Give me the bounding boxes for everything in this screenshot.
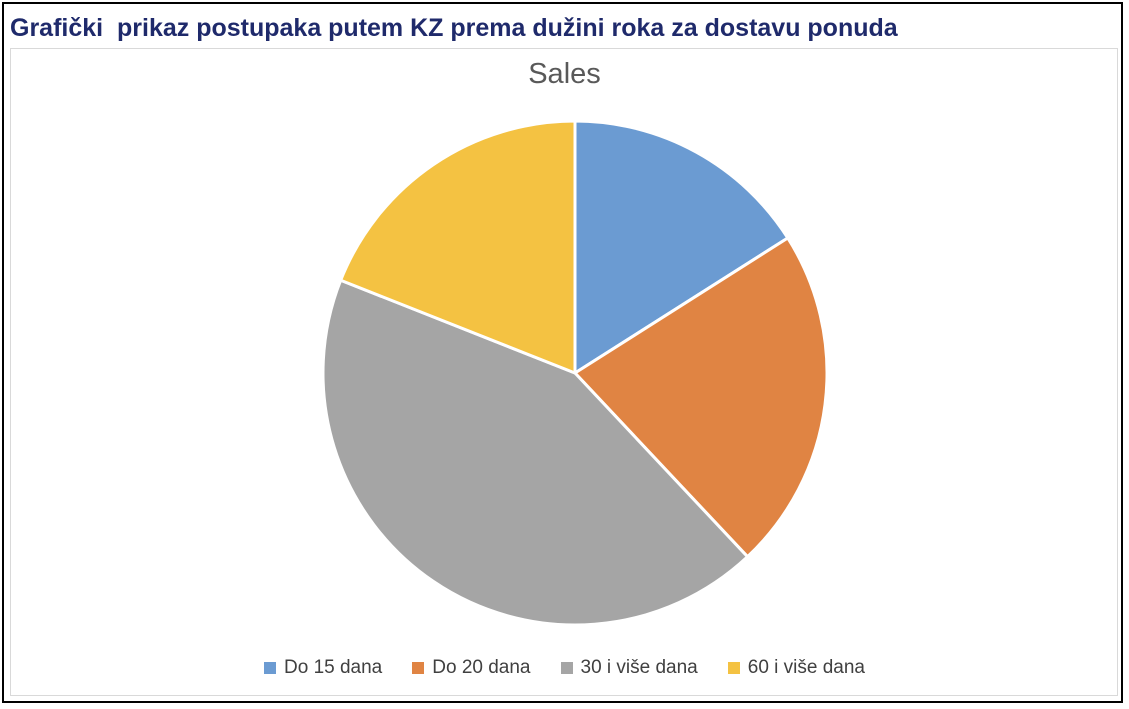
chart-legend: Do 15 dana Do 20 dana 30 i više dana 60 … [0, 657, 1129, 679]
legend-item: Do 20 dana [412, 657, 531, 679]
legend-item: 60 i više dana [727, 657, 865, 679]
pie-slice [573, 236, 829, 559]
pie-slice [339, 119, 577, 375]
legend-label: Do 20 dana [432, 657, 531, 678]
pie-slice [321, 278, 750, 627]
legend-label: 30 i više dana [580, 657, 698, 678]
legend-item: 30 i više dana [560, 657, 698, 679]
legend-label: 60 i više dana [747, 657, 865, 678]
legend-swatch [727, 662, 740, 674]
legend-swatch [264, 662, 276, 674]
legend-item: Do 15 dana [264, 657, 382, 679]
legend-label: Do 15 dana [284, 657, 383, 678]
chart-title: Sales [528, 58, 601, 90]
legend-swatch [560, 662, 573, 674]
page-heading: Grafički prikaz postupaka putem KZ prema… [10, 14, 898, 42]
pie-slice [573, 119, 790, 375]
legend-swatch [412, 662, 425, 674]
